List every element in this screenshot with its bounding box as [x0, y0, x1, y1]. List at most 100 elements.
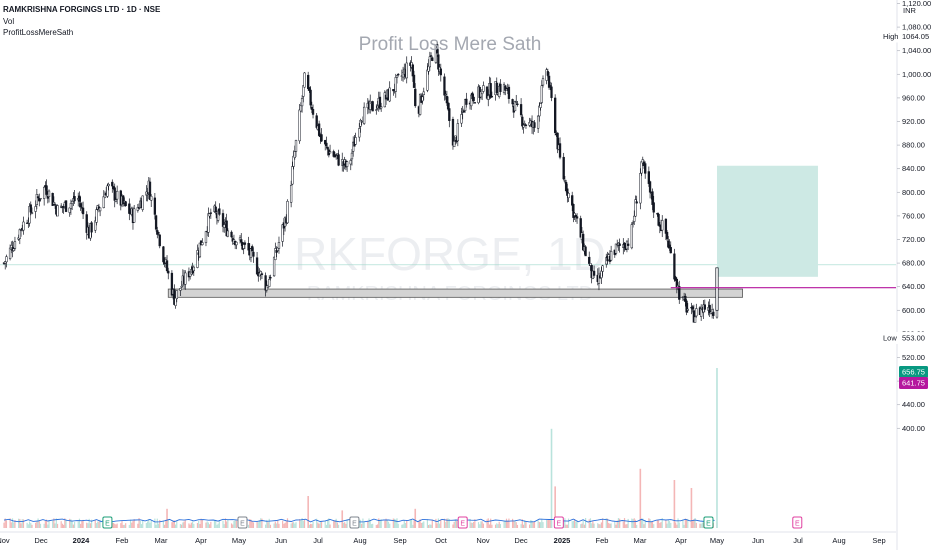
volume-bar	[87, 523, 89, 528]
candle	[255, 252, 259, 275]
candle-body	[358, 128, 361, 138]
volume-bar	[86, 522, 88, 528]
high-marker-label: High	[883, 32, 898, 41]
candle-body	[405, 62, 408, 79]
candle	[575, 213, 579, 224]
volume-bar	[593, 523, 595, 528]
volume-bar	[154, 518, 156, 528]
entry-price-tag: 641.75	[899, 377, 928, 389]
volume-legend[interactable]: Vol	[3, 17, 15, 26]
candle	[170, 270, 174, 297]
volume-bar	[140, 524, 143, 528]
candle	[519, 98, 523, 118]
earnings-marker[interactable]: E	[703, 516, 714, 529]
candle	[473, 102, 477, 104]
volume-bar	[336, 522, 338, 528]
candle-body	[249, 248, 253, 258]
volume-bar	[190, 522, 192, 528]
candle-body	[94, 220, 97, 231]
candle	[703, 299, 706, 313]
candle	[431, 56, 434, 62]
last-price-tag-value: 656.75	[902, 368, 925, 377]
candle	[581, 230, 585, 252]
support-zone	[167, 288, 743, 298]
volume-bar	[149, 522, 151, 528]
symbol-title: RAMKRISHNA FORGINGS LTD · 1D · NSE	[3, 5, 161, 14]
indicator-legend[interactable]: ProfitLossMereSath	[3, 28, 74, 37]
candle-body	[328, 151, 332, 154]
volume-bar	[48, 520, 50, 528]
candle	[566, 183, 569, 203]
earnings-marker[interactable]: E	[553, 516, 564, 529]
candle-body	[128, 203, 131, 214]
volume-bar	[155, 524, 157, 528]
volume-bar	[456, 521, 458, 528]
candle-body	[536, 115, 540, 129]
earnings-marker-box	[703, 516, 714, 529]
volume-spike	[690, 488, 693, 528]
candle	[362, 102, 366, 126]
volume-bar	[608, 522, 610, 528]
candle-body	[592, 270, 596, 276]
volume-bar	[251, 521, 253, 528]
volume-bar	[165, 519, 167, 528]
volume-bar	[292, 522, 295, 528]
volume-bar	[615, 524, 617, 528]
candle-body	[45, 185, 48, 195]
volume-bar	[138, 518, 140, 528]
earnings-marker[interactable]: E	[237, 516, 248, 529]
volume-bar	[685, 518, 688, 528]
earnings-marker[interactable]: E	[102, 516, 113, 529]
candle-body	[240, 239, 243, 243]
volume-bar	[498, 521, 500, 528]
candle-body	[43, 186, 46, 199]
volume-bar	[224, 518, 227, 528]
candle-body	[208, 213, 211, 217]
volume-bar	[61, 523, 64, 528]
candle-body	[291, 166, 294, 185]
volume-bar	[215, 519, 217, 528]
earnings-marker[interactable]: E	[792, 516, 803, 529]
volume-bar	[198, 520, 200, 528]
candle-body	[22, 221, 25, 231]
volume-bar	[386, 520, 388, 528]
y-tick-label: 600.00	[902, 306, 925, 315]
candle	[22, 216, 25, 235]
candle-body	[669, 247, 672, 254]
volume-bar	[5, 520, 8, 528]
high-marker-value: 1064.05	[902, 32, 929, 41]
volume-bar	[633, 518, 635, 528]
y-tick-label: 920.00	[902, 117, 925, 126]
volume-bar	[327, 519, 329, 528]
volume-bar	[207, 522, 210, 528]
volume-bar	[420, 522, 422, 528]
volume-bar	[278, 523, 280, 528]
volume-bar	[132, 521, 134, 528]
high-marker-bg	[880, 30, 930, 43]
volume-bar	[515, 522, 517, 528]
volume-bar	[19, 518, 21, 528]
candle	[260, 272, 264, 280]
candle-body	[19, 229, 23, 232]
candle	[523, 120, 526, 126]
x-tick-label: Nov	[0, 536, 10, 545]
candle-body	[634, 199, 637, 217]
candle	[243, 240, 247, 250]
earnings-marker[interactable]: E	[457, 516, 468, 529]
volume-bar	[392, 518, 394, 528]
candle-body	[712, 311, 715, 316]
volume-bar	[72, 524, 74, 528]
volume-bar	[404, 523, 407, 528]
candle	[482, 81, 485, 93]
x-tick-label: 2024	[73, 536, 91, 545]
earnings-marker[interactable]: E	[349, 516, 360, 529]
volume-bar	[648, 518, 650, 528]
candle-body	[647, 171, 651, 184]
volume-bar	[26, 522, 28, 528]
candle	[326, 146, 329, 156]
volume-bar	[233, 520, 235, 528]
volume-bar	[396, 518, 398, 528]
volume-bar	[375, 524, 377, 528]
